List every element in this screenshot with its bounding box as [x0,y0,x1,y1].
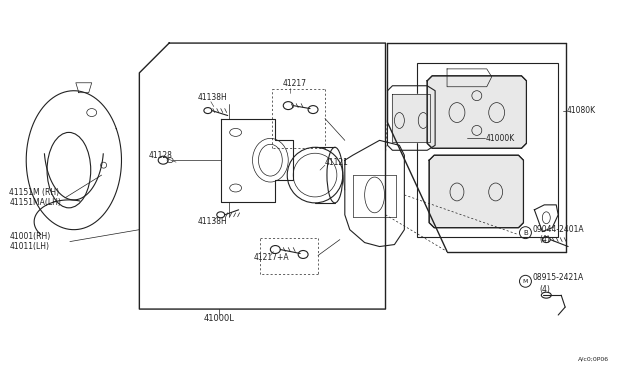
Text: 09044-2401A: 09044-2401A [532,225,584,234]
Text: A/c0;0P06: A/c0;0P06 [578,356,609,361]
Text: 41121: 41121 [325,158,349,167]
Text: 41151M (RH): 41151M (RH) [10,189,60,198]
Text: 41001(RH): 41001(RH) [10,232,51,241]
Text: 41217+A: 41217+A [253,253,289,262]
Text: (4): (4) [540,235,550,244]
Polygon shape [392,94,430,142]
Bar [417,63,558,237]
Text: B: B [523,230,528,235]
Text: 41151MA(LH): 41151MA(LH) [10,198,61,207]
Text: 41138H: 41138H [198,217,228,226]
Text: M: M [523,279,528,284]
Text: 41138H: 41138H [198,93,228,102]
Text: 41080K: 41080K [566,106,595,115]
Text: 41011(LH): 41011(LH) [10,242,49,251]
Text: 41217: 41217 [282,79,307,88]
Text: 41000K: 41000K [486,134,515,143]
Text: 08915-2421A: 08915-2421A [532,273,584,282]
Polygon shape [429,155,524,228]
Text: 41000L: 41000L [204,314,234,324]
Text: 41128: 41128 [148,151,172,160]
Polygon shape [427,76,527,148]
Text: (4): (4) [540,285,550,294]
